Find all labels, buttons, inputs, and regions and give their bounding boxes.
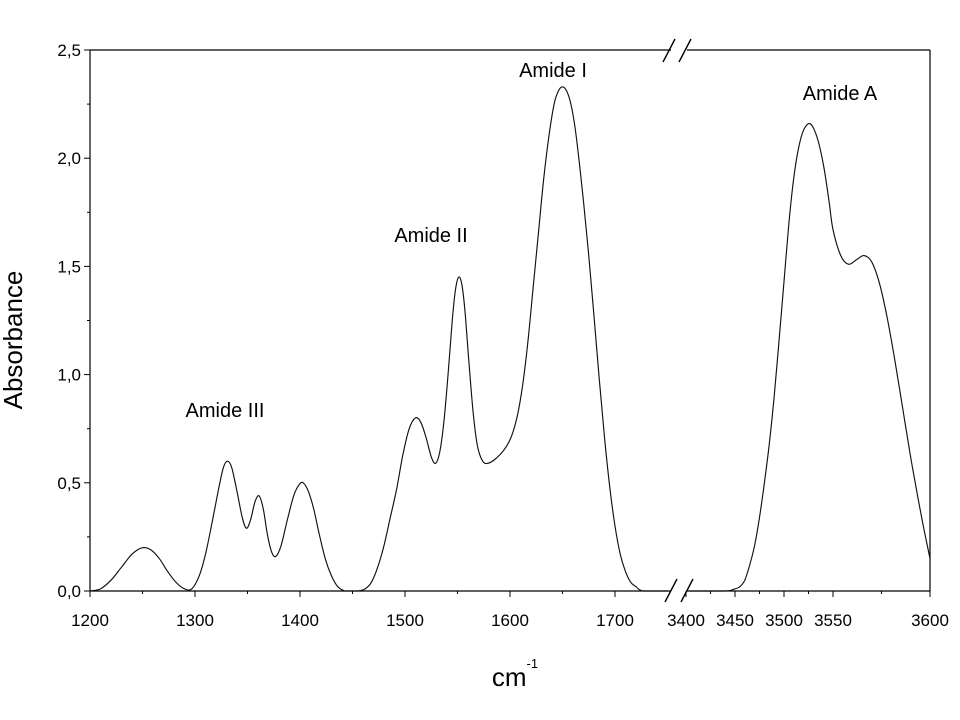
x-tick-label: 3400 <box>667 611 705 630</box>
x-axis: 1200 1300 1400 1500 1600 1700 3400 3450 3500 3550… <box>71 591 949 630</box>
spectrum-line-segment <box>89 86 669 592</box>
x-tick-label: 3500 <box>765 611 803 630</box>
top-break-slash <box>662 38 676 63</box>
y-axis: 0,0 0,5 1,0 1,5 2,0 2,5 <box>57 41 90 601</box>
plot-frame <box>89 49 931 592</box>
bottom-break-slash <box>680 578 694 603</box>
x-tick-label: 1200 <box>71 611 109 630</box>
bottom-break-slash <box>664 578 678 603</box>
spectrum-line-segment <box>689 123 931 592</box>
spectrum-series <box>89 86 931 592</box>
top-break-slash <box>678 38 692 63</box>
y-tick-label: 0,0 <box>57 582 81 601</box>
x-tick-label: 1300 <box>176 611 214 630</box>
y-tick-label: 1,5 <box>57 257 81 276</box>
annotation-amide-ii: Amide II <box>394 225 467 247</box>
x-tick-label: 3600 <box>911 611 949 630</box>
y-tick-label: 1,0 <box>57 366 81 385</box>
y-tick-label: 2,0 <box>57 149 81 168</box>
x-tick-label: 1400 <box>281 611 319 630</box>
annotation-amide-i: Amide I <box>519 60 587 82</box>
annotation-amide-iii: Amide III <box>186 400 265 422</box>
x-axis-title-exponent: -1 <box>527 656 539 671</box>
x-tick-label: 3550 <box>814 611 852 630</box>
y-tick-label: 0,5 <box>57 474 81 493</box>
x-tick-label: 1500 <box>386 611 424 630</box>
x-tick-label: 1700 <box>596 611 634 630</box>
annotation-amide-a: Amide A <box>803 83 878 105</box>
x-tick-label: 1600 <box>491 611 529 630</box>
axis-break-marks <box>662 38 694 603</box>
y-axis-title: Absorbance <box>0 271 28 410</box>
x-tick-label: 3450 <box>716 611 754 630</box>
x-axis-title-unit: cm <box>492 662 527 692</box>
x-axis-title: cm-1 <box>492 656 538 692</box>
y-tick-label: 2,5 <box>57 41 81 60</box>
